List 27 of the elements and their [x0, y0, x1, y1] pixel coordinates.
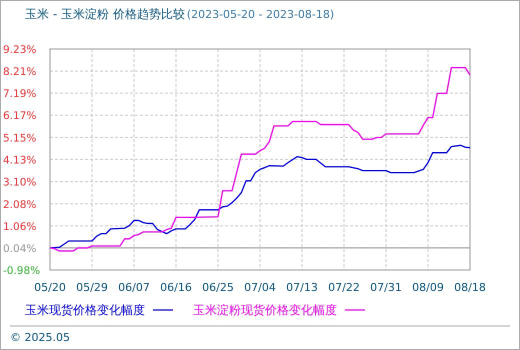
y-tick-label: 6.17%	[3, 110, 36, 122]
legend-label: 玉米淀粉现货价格变化幅度	[193, 303, 337, 317]
y-tick-label: 0.04%	[3, 242, 36, 255]
y-tick-label: 3.10%	[3, 176, 36, 189]
x-tick-label: 07/13	[286, 281, 318, 294]
x-tick-label: 07/31	[370, 281, 402, 294]
chart-title: 玉米 - 玉米淀粉 价格趋势比较	[25, 7, 185, 21]
x-tick-label: 06/25	[202, 281, 234, 294]
y-tick-label: 8.21%	[3, 66, 36, 78]
text: © 2025.05	[10, 331, 70, 344]
x-tick-label: 05/29	[76, 281, 108, 294]
x-tick-label: 08/18	[454, 281, 486, 294]
x-tick-label: 06/07	[118, 281, 150, 294]
y-tick-label: 2.08%	[3, 198, 36, 211]
y-tick-label: 1.06%	[3, 220, 36, 233]
y-tick-label: 4.13%	[3, 154, 36, 166]
x-tick-label: 05/20	[34, 281, 66, 294]
y-tick-label: -0.98%	[3, 265, 40, 277]
y-tick-label: 5.15%	[3, 132, 36, 144]
legend-label: 玉米现货价格变化幅度	[25, 303, 145, 317]
x-tick-label: 07/04	[244, 281, 276, 294]
x-tick-label: 07/22	[328, 281, 360, 294]
x-tick-label: 08/09	[412, 281, 444, 294]
y-tick-label: 9.23%	[3, 44, 36, 56]
chart-subtitle: (2023-05-20 - 2023-08-18)	[186, 8, 334, 21]
x-tick-label: 06/16	[160, 281, 192, 294]
y-tick-label: 7.19%	[3, 88, 36, 100]
